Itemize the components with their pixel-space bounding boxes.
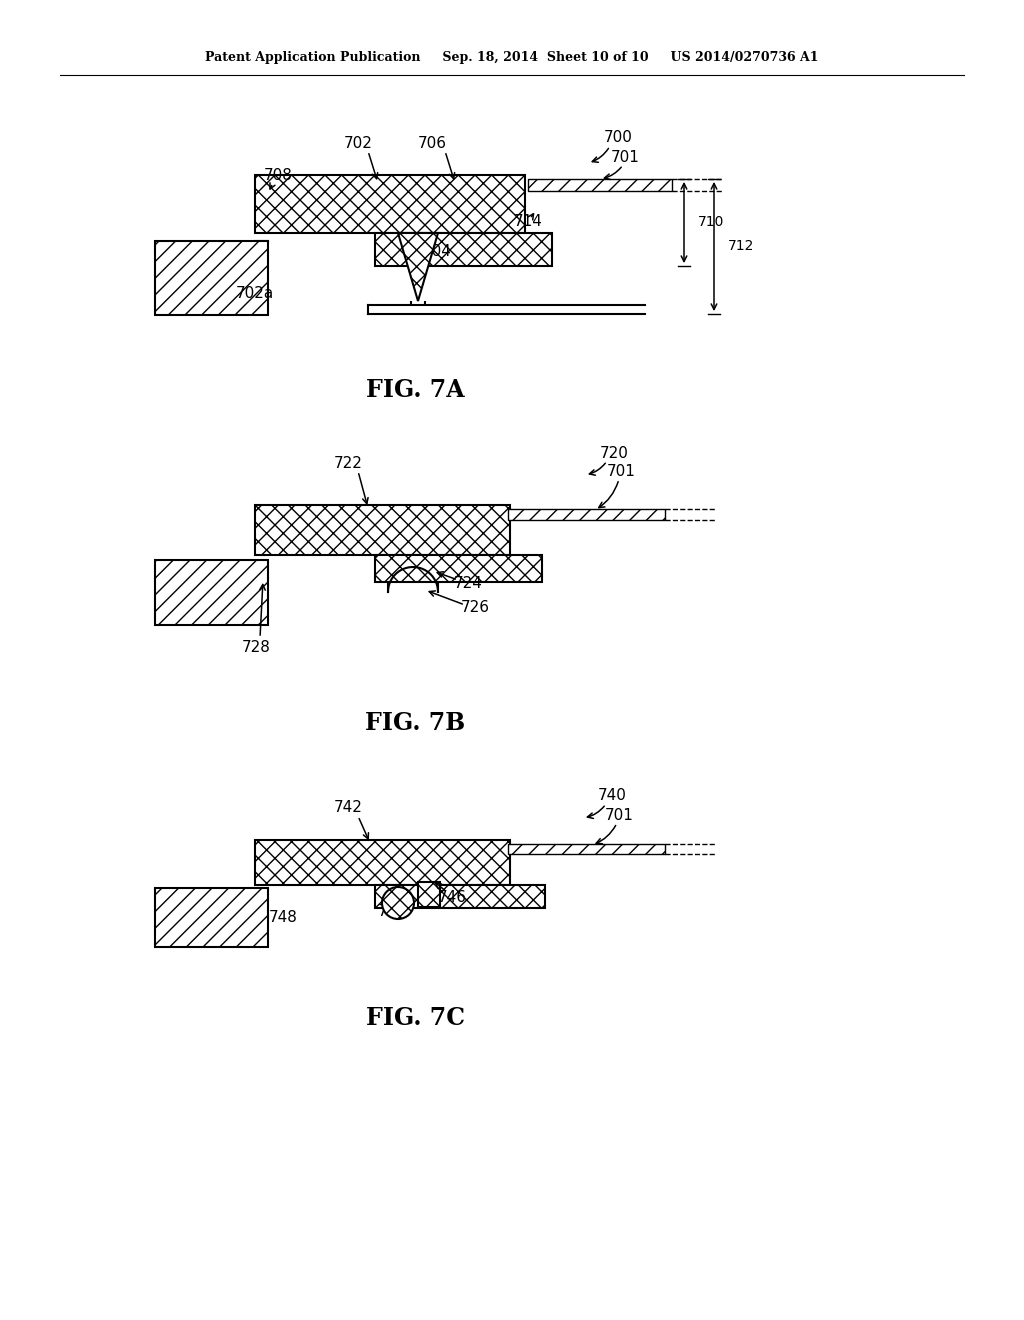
Text: 701: 701 [610, 149, 639, 165]
Bar [375, 554, 542, 582]
Bar [528, 180, 672, 191]
Circle shape [382, 887, 414, 919]
Text: 706: 706 [418, 136, 446, 150]
Bar [508, 843, 665, 854]
Text: 714: 714 [514, 214, 543, 230]
Bar [255, 506, 510, 554]
Text: 704: 704 [423, 244, 452, 260]
Text: Patent Application Publication     Sep. 18, 2014  Sheet 10 of 10     US 2014/027: Patent Application Publication Sep. 18, … [205, 50, 819, 63]
Bar [155, 242, 268, 315]
Bar [255, 176, 525, 234]
Bar [375, 884, 545, 908]
Text: 702a: 702a [236, 285, 274, 301]
Text: 712: 712 [728, 239, 755, 253]
Bar [375, 234, 552, 267]
Text: 746: 746 [437, 890, 467, 904]
Text: 740: 740 [598, 788, 627, 804]
Text: FIG. 7B: FIG. 7B [365, 711, 465, 735]
Bar [255, 840, 510, 884]
Text: 702: 702 [344, 136, 373, 150]
Text: 728: 728 [242, 639, 270, 655]
Text: 720: 720 [600, 446, 629, 461]
Bar [155, 888, 268, 946]
Text: 701: 701 [604, 808, 634, 822]
Text: 701: 701 [606, 463, 636, 479]
Text: 710: 710 [698, 215, 724, 230]
Text: FIG. 7C: FIG. 7C [366, 1006, 465, 1030]
Text: FIG. 7A: FIG. 7A [366, 378, 464, 403]
Text: 722: 722 [334, 455, 362, 470]
Text: 742: 742 [334, 800, 362, 816]
Bar [508, 510, 665, 520]
Text: 708: 708 [263, 168, 293, 182]
Text: 724: 724 [454, 576, 482, 590]
Text: 726: 726 [461, 601, 489, 615]
Bar [155, 560, 268, 624]
Bar [418, 882, 440, 907]
Text: 700: 700 [603, 131, 633, 145]
Text: 744: 744 [378, 904, 407, 920]
Text: 748: 748 [268, 911, 297, 925]
Polygon shape [398, 234, 438, 301]
